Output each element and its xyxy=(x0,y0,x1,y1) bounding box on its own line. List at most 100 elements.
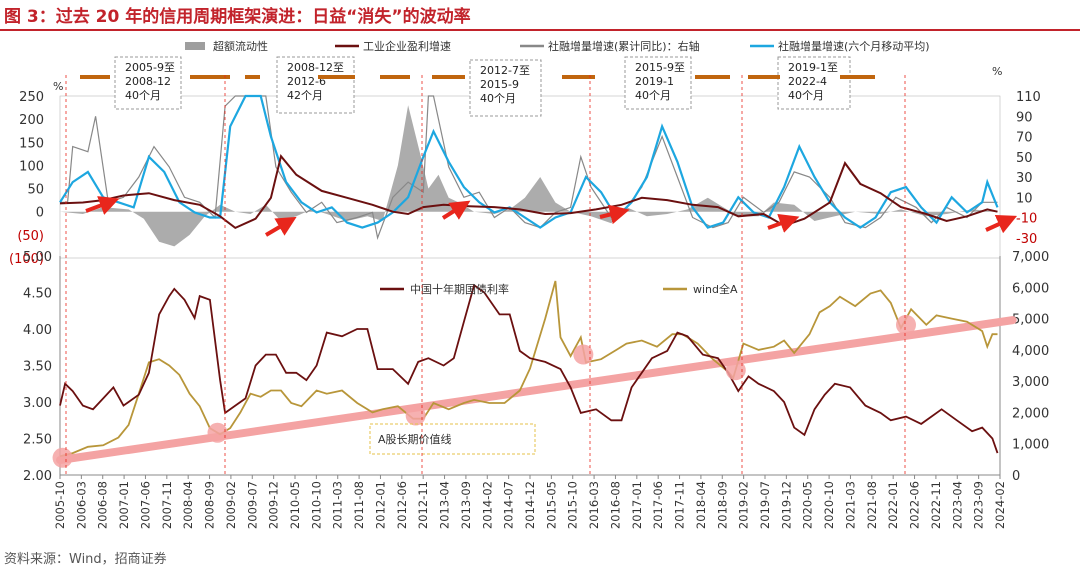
x-tick-label: 2024-02 xyxy=(993,481,1007,529)
bottom-right-tick-label: 5,000 xyxy=(1012,313,1049,328)
cycle-end: 2012-6 xyxy=(287,75,326,88)
bottom-right-tick-label: 1,000 xyxy=(1012,438,1049,453)
cycle-start: 2005-9至 xyxy=(125,61,175,74)
top-left-tick-label: 250 xyxy=(19,90,44,105)
trough-red-arrow xyxy=(767,214,800,233)
top-right-tick-label: -30 xyxy=(1016,232,1037,247)
x-tick-label: 2016-03 xyxy=(587,481,601,529)
cycle-box xyxy=(469,59,542,117)
x-tick-label: 2012-06 xyxy=(395,481,409,529)
x-tick-label: 2017-01 xyxy=(630,481,644,529)
top-right-tick-label: 110 xyxy=(1016,90,1041,105)
x-tick-label: 2008-09 xyxy=(203,481,217,529)
top-panel: 250 200 150 100 50 0 (50) (100) 110 90 70 50 30 10 -10… xyxy=(9,39,1041,267)
x-axis: 2005-10 2006-03 2006-08 2007-01 2007-06 2007-… xyxy=(53,75,1007,529)
x-tick-label: 2013-09 xyxy=(459,481,473,529)
x-tick-label: 2007-06 xyxy=(138,481,152,529)
x-tick-label: 2022-01 xyxy=(886,481,900,529)
cycle-end: 2019-1 xyxy=(635,75,674,88)
bottom-right-tick-label: 0 xyxy=(1012,469,1020,484)
bottom-right-tick-label: 7,000 xyxy=(1012,250,1049,265)
top-left-tick-label: 150 xyxy=(19,136,44,151)
x-tick-label: 2012-11 xyxy=(416,481,430,529)
x-tick-label: 2019-12 xyxy=(779,481,793,529)
bottom-right-tick-label: 4,000 xyxy=(1012,344,1049,359)
trough-red-arrow xyxy=(264,216,297,237)
cycle-length: 40个月 xyxy=(635,89,671,102)
cycle-box xyxy=(114,56,182,110)
x-tick-label: 2019-02 xyxy=(737,481,751,529)
tsf-6m-avg-line xyxy=(59,94,999,229)
x-tick-label: 2014-02 xyxy=(480,481,494,529)
value-line-touch-point xyxy=(896,314,916,335)
x-tick-label: 2015-10 xyxy=(566,481,580,529)
x-tick-label: 2006-03 xyxy=(74,481,88,529)
cycle-length: 40个月 xyxy=(480,92,516,105)
value-line-touch-point xyxy=(725,360,746,381)
x-tick-label: 2022-06 xyxy=(908,481,922,529)
bottom-left-tick-label: 2.00 xyxy=(23,469,52,484)
cycle-box xyxy=(624,56,692,110)
bottom-left-tick-label: 4.00 xyxy=(23,323,52,338)
x-tick-label: 2018-04 xyxy=(694,481,708,529)
bottom-left-tick-label: 4.50 xyxy=(23,287,52,302)
value-line-touch-point xyxy=(52,447,73,468)
top-plot-frame xyxy=(59,95,1001,259)
legend-label: wind全A xyxy=(693,282,738,296)
top-left-tick-label: 50 xyxy=(27,183,44,198)
top-right-tick-label: 30 xyxy=(1016,171,1033,186)
value-line-touch-point xyxy=(573,344,594,365)
trough-red-arrow xyxy=(85,196,120,215)
bottom-left-tick-label: 3.00 xyxy=(23,396,52,411)
trough-red-arrow xyxy=(985,215,1018,234)
top-right-tick-label: 70 xyxy=(1016,131,1033,146)
legend-label: 中国十年期国债利率 xyxy=(410,282,509,296)
cycle-length: 40个月 xyxy=(788,89,824,102)
x-tick-label: 2023-09 xyxy=(972,481,986,529)
x-tick-label: 2010-05 xyxy=(288,481,302,529)
x-tick-label: 2009-02 xyxy=(224,481,238,529)
cycle-length: 42个月 xyxy=(287,89,323,102)
x-tick-label: 2011-03 xyxy=(331,481,345,529)
x-tick-label: 2022-11 xyxy=(929,481,943,529)
trough-red-arrow xyxy=(599,204,630,225)
x-tick-label: 2014-12 xyxy=(523,481,537,529)
title-rule xyxy=(0,29,1080,31)
source-note: 资料来源：Wind，招商证券 xyxy=(4,552,167,567)
value-line-label-box xyxy=(369,423,536,455)
x-tick-label: 2009-07 xyxy=(245,481,259,529)
x-tick-label: 2010-10 xyxy=(309,481,323,529)
x-tick-label: 2021-03 xyxy=(843,481,857,529)
cgb-10y-yield-line xyxy=(59,283,999,454)
excess-liquidity-area xyxy=(60,105,998,247)
x-tick-label: 2017-11 xyxy=(673,481,687,529)
cycle-start: 2019-1至 xyxy=(788,61,838,74)
bottom-left-tick-label: 3.50 xyxy=(23,360,52,375)
x-tick-label: 2020-05 xyxy=(801,481,815,529)
figure-title: 图 3：过去 20 年的信用周期框架演进：日益“消失”的波动率 xyxy=(4,7,471,27)
top-left-unit: % xyxy=(53,80,63,93)
value-line-label: A股长期价值线 xyxy=(378,432,452,446)
top-left-tick-label: 200 xyxy=(19,113,44,128)
trough-red-arrow xyxy=(441,200,471,220)
x-tick-label: 2014-07 xyxy=(502,481,516,529)
x-tick-label: 2009-12 xyxy=(267,481,281,529)
cycle-end: 2008-12 xyxy=(125,75,171,88)
wind-all-a-line xyxy=(59,280,998,458)
cycle-box xyxy=(276,56,355,114)
top-right-tick-label: -10 xyxy=(1016,212,1037,227)
x-tick-label: 2020-10 xyxy=(822,481,836,529)
x-tick-label: 2015-05 xyxy=(544,481,558,529)
cycle-box xyxy=(777,56,851,110)
cycle-end: 2022-4 xyxy=(788,75,827,88)
x-tick-label: 2023-04 xyxy=(950,481,964,529)
legend-label: 社融增量增速(累计同比)：右轴 xyxy=(548,39,700,53)
legend-label: 社融增量增速(六个月移动平均) xyxy=(778,39,930,53)
x-tick-label: 2006-08 xyxy=(96,481,110,529)
cycle-start: 2015-9至 xyxy=(635,61,685,74)
top-right-tick-label: 10 xyxy=(1016,191,1033,206)
bottom-right-tick-label: 6,000 xyxy=(1012,281,1049,296)
top-left-tick-label: 100 xyxy=(19,159,44,174)
top-left-tick-label: 0 xyxy=(36,206,44,221)
